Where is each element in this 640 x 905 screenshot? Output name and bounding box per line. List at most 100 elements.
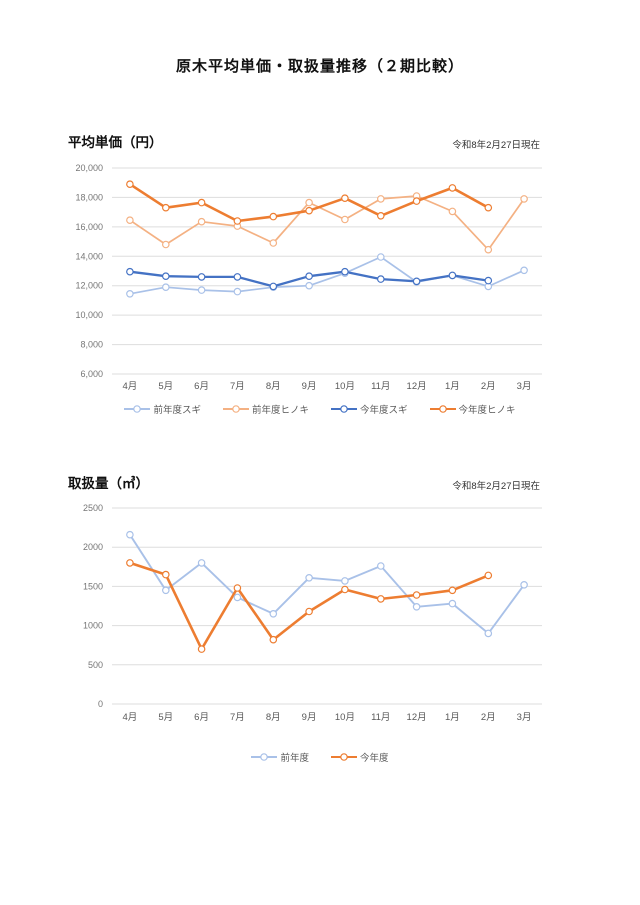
x-tick-label: 12月 (407, 712, 427, 723)
data-point (197, 286, 206, 294)
legend-marker-icon (331, 405, 357, 413)
legend-marker-icon (331, 753, 357, 761)
legend-label: 今年度 (360, 753, 389, 764)
x-tick-label: 6月 (194, 381, 209, 392)
x-tick-label: 2月 (481, 381, 496, 392)
data-point (448, 586, 457, 595)
y-tick-label: 8,000 (80, 340, 103, 350)
data-point (305, 272, 313, 281)
x-tick-label: 6月 (194, 712, 209, 723)
data-point (233, 217, 242, 225)
y-tick-label: 500 (88, 660, 103, 670)
x-tick-label: 10月 (335, 381, 355, 392)
x-tick-label: 3月 (517, 712, 532, 723)
series-line-前年度 (128, 533, 526, 635)
legend-item-今年度スギ: 今年度スギ (331, 402, 408, 416)
data-point (376, 595, 385, 603)
data-point (448, 599, 457, 608)
data-point (197, 559, 206, 567)
data-point (233, 584, 242, 592)
data-point (341, 585, 349, 594)
data-point (341, 215, 349, 224)
data-point (269, 239, 278, 247)
series-line-前年度ヒノキ (129, 195, 525, 251)
data-point (412, 277, 421, 286)
legend-marker-icon (429, 405, 456, 413)
unit-price-chart-header: 平均単価（円） 令和8年2月27日現在 (68, 131, 540, 151)
x-tick-label: 5月 (158, 712, 173, 723)
data-point (197, 645, 206, 653)
data-point (126, 530, 134, 539)
y-tick-label: 16,000 (75, 222, 103, 232)
data-point (484, 245, 493, 254)
x-tick-label: 11月 (371, 712, 390, 723)
data-point (162, 272, 170, 281)
data-point (305, 281, 313, 290)
data-point (376, 275, 385, 283)
legend-dot (438, 405, 447, 413)
data-point (126, 559, 134, 567)
legend-marker-icon (251, 753, 278, 761)
data-point (126, 267, 134, 276)
page-title: 原木平均単価・取扱量推移（２期比較） (175, 58, 464, 75)
volume-chart-title: 取扱量（㎥） (68, 476, 149, 491)
y-tick-label: 10,000 (75, 310, 103, 320)
data-point (269, 610, 278, 618)
data-point (269, 282, 278, 291)
data-point (341, 194, 349, 203)
data-point (376, 253, 385, 261)
legend-marker-icon (222, 405, 249, 413)
y-tick-label: 12,000 (75, 281, 103, 291)
data-point (448, 184, 457, 192)
data-point (412, 197, 421, 205)
x-tick-label: 9月 (302, 712, 317, 723)
y-tick-label: 20,000 (75, 163, 103, 173)
legend-item-今年度ヒノキ: 今年度ヒノキ (429, 402, 516, 416)
data-point (126, 216, 134, 224)
data-point (376, 195, 385, 203)
volume-chart-date: 令和8年2月27日現在 (452, 481, 540, 492)
legend-dot (133, 405, 142, 413)
data-point (162, 283, 170, 292)
x-tick-label: 7月 (230, 712, 245, 723)
data-point (341, 267, 349, 276)
data-point (520, 581, 528, 589)
data-point (305, 607, 313, 616)
data-point (376, 562, 385, 570)
x-tick-label: 3月 (517, 381, 532, 392)
legend-item-今年度: 今年度 (331, 750, 389, 764)
x-tick-label: 5月 (158, 381, 173, 392)
volume-line-chart: 2500 2000 1500 1000 500 0 4月 5月 6月 7月 8月 9月 10月 11月 12… (83, 503, 542, 723)
legend-dot (340, 753, 348, 761)
data-point (197, 217, 206, 226)
data-point (233, 273, 242, 281)
legend-label: 今年度ヒノキ (458, 405, 516, 416)
data-point (162, 203, 170, 212)
y-tick-label: 2000 (83, 542, 103, 552)
x-tick-label: 11月 (371, 381, 390, 392)
volume-chart-legend: 前年度 今年度 (0, 750, 640, 764)
data-point (126, 180, 134, 189)
data-point (412, 591, 421, 599)
legend-dot (260, 753, 269, 761)
data-point (305, 574, 313, 582)
x-tick-label: 2月 (481, 712, 496, 723)
data-point (341, 577, 349, 585)
data-point (484, 629, 493, 638)
data-point (162, 240, 170, 249)
data-point (448, 271, 457, 280)
legend-item-前年度ヒノキ: 前年度ヒノキ (222, 402, 309, 416)
y-tick-label: 14,000 (75, 251, 103, 261)
x-tick-label: 10月 (335, 712, 355, 723)
y-tick-label: 0 (98, 699, 103, 709)
y-tick-label: 1000 (83, 621, 103, 631)
data-point (520, 266, 528, 275)
unit-price-chart-legend: 前年度スギ 前年度ヒノキ 今年度スギ 今年度ヒノキ (0, 402, 640, 416)
data-point (484, 276, 493, 285)
data-point (162, 586, 170, 595)
x-tick-label: 12月 (407, 381, 427, 392)
x-tick-label: 8月 (266, 381, 281, 392)
legend-item-前年度: 前年度 (251, 750, 309, 764)
x-tick-label: 8月 (266, 712, 281, 723)
x-tick-label: 7月 (230, 381, 245, 392)
